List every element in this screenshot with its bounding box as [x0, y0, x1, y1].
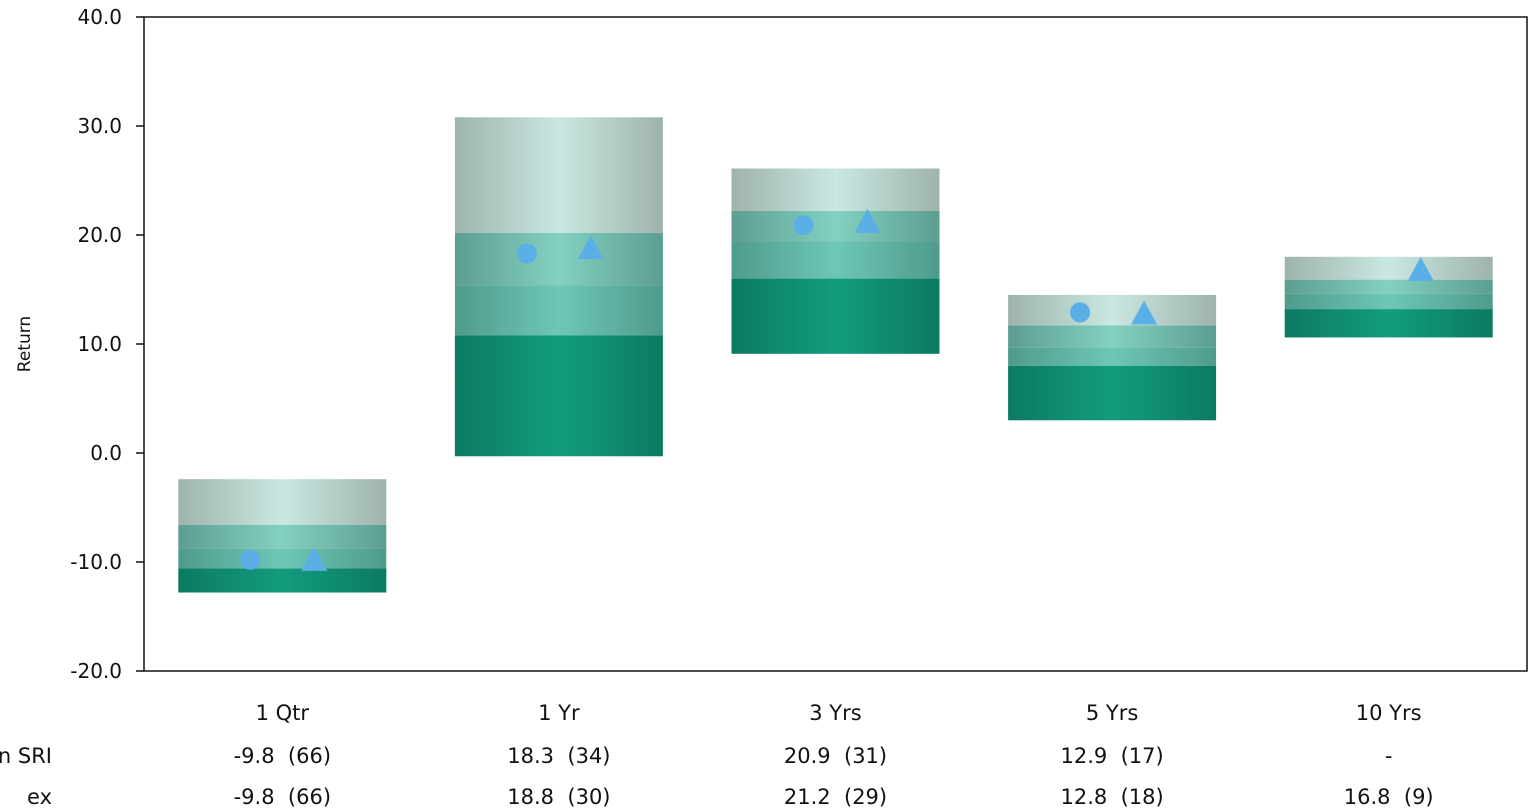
range-band	[731, 241, 940, 279]
row-value: 16.8 (9)	[1344, 785, 1434, 809]
category-label: 1 Qtr	[256, 701, 310, 725]
category-label: 1 Yr	[538, 701, 580, 725]
range-band	[454, 335, 663, 457]
row-value: -9.8 (66)	[234, 785, 331, 809]
value-table: n SRI -9.8 (66) 18.3 (34) 20.9 (31) 12.9 (17…	[0, 744, 1434, 809]
triangle-marker	[301, 546, 328, 571]
y-tick-label: 10.0	[77, 332, 122, 356]
y-tick-label: 20.0	[77, 223, 122, 247]
range-band	[1008, 365, 1217, 421]
category-label: 10 Yrs	[1356, 701, 1422, 725]
range-band	[1008, 347, 1217, 366]
range-band	[454, 117, 663, 233]
row-value: 12.9 (17)	[1060, 744, 1163, 768]
range-band	[731, 211, 940, 242]
x-axis: 1 Qtr 1 Yr 3 Yrs 5 Yrs 10 Yrs	[256, 701, 1422, 725]
row-value: -	[1385, 744, 1393, 768]
range-band	[1008, 294, 1217, 326]
range-band	[178, 568, 387, 593]
row-value: 12.8 (18)	[1060, 785, 1163, 809]
category-label: 5 Yrs	[1086, 701, 1138, 725]
y-tick-label: -20.0	[70, 659, 122, 683]
y-axis-label: Return	[15, 316, 35, 372]
y-tick-label: 0.0	[90, 441, 122, 465]
series-markers	[240, 208, 1434, 571]
y-tick-label: 30.0	[77, 114, 122, 138]
row-label: ex	[27, 785, 52, 809]
circle-marker	[240, 549, 261, 570]
range-bars	[178, 117, 1493, 593]
triangle-marker	[1131, 300, 1158, 325]
y-axis: -20.0 -10.0 0.0 10.0 20.0 30.0 40.0	[70, 5, 144, 683]
category-label: 3 Yrs	[809, 701, 861, 725]
row-label: n SRI	[0, 744, 52, 768]
circle-marker	[793, 215, 814, 236]
range-band	[178, 479, 387, 525]
range-band	[1284, 279, 1493, 294]
row-value: -9.8 (66)	[234, 744, 331, 768]
y-tick-label: -10.0	[70, 550, 122, 574]
range-band	[178, 548, 387, 569]
row-value: 20.9 (31)	[784, 744, 887, 768]
range-band	[731, 168, 940, 212]
range-band	[1008, 325, 1217, 348]
row-value: 18.3 (34)	[507, 744, 610, 768]
range-band	[731, 278, 940, 354]
range-band	[1284, 309, 1493, 338]
triangle-marker	[1407, 256, 1434, 281]
range-band	[454, 285, 663, 336]
range-band	[178, 524, 387, 549]
range-band	[1284, 293, 1493, 310]
range-band	[1284, 256, 1493, 280]
row-value: 18.8 (30)	[507, 785, 610, 809]
y-tick-label: 40.0	[77, 5, 122, 29]
triangle-marker	[577, 235, 604, 260]
circle-marker	[516, 243, 537, 264]
range-band	[454, 232, 663, 286]
row-value: 21.2 (29)	[784, 785, 887, 809]
triangle-marker	[854, 208, 881, 233]
circle-marker	[1070, 302, 1091, 323]
